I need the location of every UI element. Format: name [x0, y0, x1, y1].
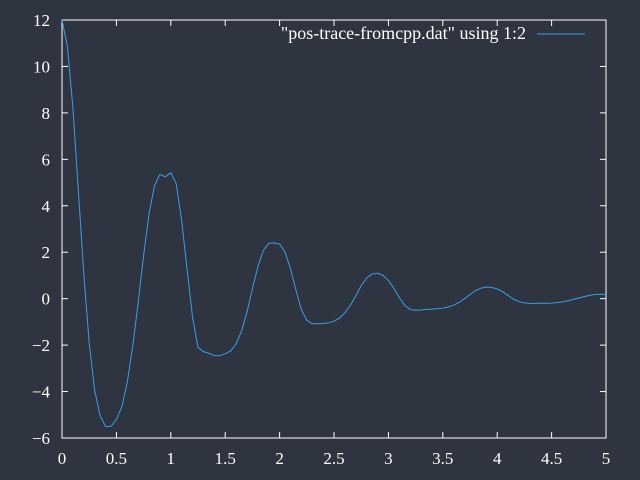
x-tick-label: 1.5	[215, 449, 236, 468]
x-tick-label: 3.5	[432, 449, 453, 468]
y-tick-label: 4	[42, 197, 51, 216]
y-axis: −6 −4 −2 0 2 4 6 8 10 12	[32, 11, 606, 448]
y-tick-label: 8	[42, 104, 51, 123]
x-tick-label: 1	[167, 449, 176, 468]
y-tick-label: −2	[32, 336, 50, 355]
y-tick-label: −6	[32, 429, 50, 448]
x-tick-label: 4.5	[541, 449, 562, 468]
legend-label: "pos-trace-fromcpp.dat" using 1:2	[281, 23, 526, 43]
y-tick-label: 10	[33, 57, 50, 76]
x-axis: 0 0.5 1 1.5 2 2.5 3 3.5 4 4.5 5	[58, 20, 611, 468]
x-tick-label: 2.5	[323, 449, 344, 468]
x-tick-label: 3	[384, 449, 393, 468]
legend: "pos-trace-fromcpp.dat" using 1:2	[281, 23, 585, 43]
y-tick-label: 6	[42, 150, 51, 169]
x-tick-label: 2	[275, 449, 284, 468]
x-tick-label: 0.5	[106, 449, 127, 468]
x-tick-label: 4	[493, 449, 502, 468]
series-line	[61, 19, 607, 427]
plot-frame	[61, 19, 607, 439]
x-tick-label: 5	[602, 449, 611, 468]
y-tick-label: 2	[42, 243, 51, 262]
y-tick-label: 12	[33, 11, 50, 30]
x-tick-label: 0	[58, 449, 67, 468]
y-tick-label: 0	[42, 290, 51, 309]
y-tick-label: −4	[32, 383, 51, 402]
